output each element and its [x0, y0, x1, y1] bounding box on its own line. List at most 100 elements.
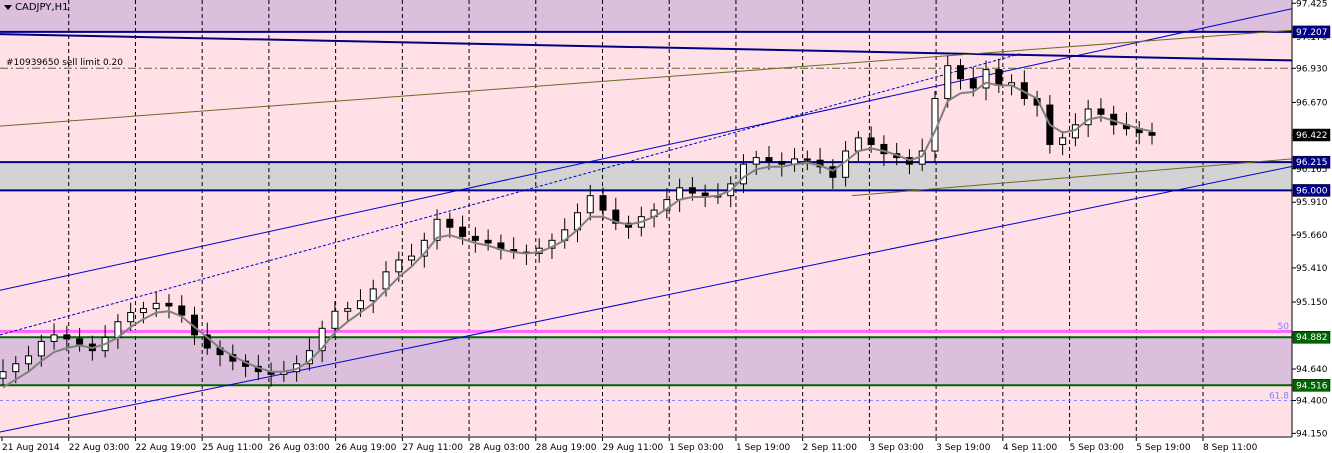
- candle-body: [0, 371, 7, 379]
- candle-body: [663, 199, 671, 211]
- price-tick-label: 96.930: [1296, 64, 1328, 74]
- candle-body: [446, 218, 454, 228]
- candle-body: [395, 259, 403, 273]
- fib-50-band: [0, 329, 1292, 333]
- time-tick-label: 5 Sep 19:00: [1136, 443, 1191, 453]
- price-tick-label: 97.425: [1296, 0, 1328, 9]
- level-tag-94.882-bg: [1292, 330, 1331, 344]
- candle-body: [752, 157, 760, 165]
- candle-body: [459, 226, 467, 237]
- time-tick-label: 26 Aug 03:00: [269, 443, 330, 453]
- zone-2: [0, 337, 1292, 386]
- chart-title: CADJPY,H1: [4, 2, 68, 13]
- level-tag-96.000-bg: [1292, 184, 1331, 197]
- candle-body: [382, 271, 390, 290]
- sell-limit-order-label[interactable]: #10939650 sell limit 0.20: [6, 58, 123, 68]
- candle-body: [612, 209, 620, 224]
- time-tick-label: 29 Aug 11:00: [603, 443, 664, 453]
- candle-body: [676, 187, 684, 201]
- zone-1: [0, 162, 1292, 191]
- candle-body: [344, 308, 352, 312]
- candle-body: [688, 187, 696, 194]
- level-tag-97.207: 97.207: [1296, 28, 1328, 38]
- candle-body: [139, 308, 147, 314]
- price-tick-label: 95.660: [1296, 231, 1328, 241]
- candle-body: [331, 310, 339, 329]
- price-tick-label: 95.910: [1296, 198, 1328, 208]
- candle-body: [25, 355, 33, 365]
- candle-body: [1097, 108, 1105, 115]
- candle-body: [778, 161, 786, 165]
- candle-body: [369, 288, 377, 302]
- price-tick-label: 94.150: [1296, 429, 1328, 439]
- level-tag-94.516: 94.516: [1296, 381, 1328, 391]
- candle-body: [829, 166, 837, 178]
- candle-body: [586, 195, 594, 214]
- price-tick-label: 96.670: [1296, 98, 1328, 108]
- candle-body: [957, 65, 964, 80]
- candle-body: [408, 255, 416, 261]
- price-tick-label: 94.400: [1296, 397, 1328, 407]
- candle-body: [1059, 137, 1067, 145]
- candle-body: [165, 302, 173, 307]
- level-tag-96.215-bg: [1292, 155, 1331, 169]
- time-tick-label: 1 Sep 03:00: [669, 443, 724, 453]
- candle-body: [982, 69, 990, 89]
- price-tick-label: 94.640: [1296, 365, 1328, 375]
- level-tag-97.207-bg: [1292, 25, 1331, 39]
- candle-body: [944, 65, 952, 99]
- time-tick-label: 1 Sep 19:00: [736, 443, 791, 453]
- level-tag-94.882: 94.882: [1296, 333, 1328, 343]
- chart-menu-triangle-icon[interactable]: [4, 5, 12, 10]
- candle-body: [203, 334, 211, 349]
- current-price-tag: 96.422: [1296, 131, 1328, 141]
- trendline-dotted-channel: [0, 53, 1021, 336]
- time-tick-label: 28 Aug 03:00: [469, 443, 530, 453]
- candle-body: [854, 137, 862, 152]
- candle-body: [433, 218, 441, 241]
- candle-body: [318, 327, 326, 352]
- candle-body: [599, 195, 607, 211]
- time-tick-label: 3 Sep 03:00: [869, 443, 924, 453]
- time-tick-label: 8 Sep 11:00: [1203, 443, 1258, 453]
- candle-body: [356, 300, 364, 310]
- candle-body: [152, 302, 160, 310]
- fib-level-label: 50: [1278, 322, 1290, 332]
- candle-body: [969, 78, 977, 89]
- fib-level-label: 61.8: [1269, 392, 1289, 402]
- candle-body: [76, 338, 84, 345]
- candle-body: [739, 163, 747, 185]
- candle-body: [867, 137, 875, 145]
- candle-body: [127, 312, 135, 323]
- trendline-olive-lower: [851, 158, 1293, 197]
- time-tick-label: 2 Sep 11:00: [803, 443, 858, 453]
- time-tick-label: 25 Aug 11:00: [202, 443, 263, 453]
- time-tick-label: 3 Sep 19:00: [936, 443, 991, 453]
- trendline-olive-upper: [0, 29, 1293, 127]
- trendline-channel-lower: [0, 157, 1332, 433]
- chart-title-text: CADJPY,H1: [15, 2, 69, 13]
- current-price-tag-bg: [1292, 128, 1331, 142]
- time-tick-label: 5 Sep 03:00: [1070, 443, 1125, 453]
- candle-body: [12, 363, 20, 373]
- candle-body: [880, 143, 888, 155]
- price-axis-background: [1292, 0, 1332, 453]
- candle-body: [178, 305, 186, 316]
- time-tick-label: 22 Aug 03:00: [69, 443, 130, 453]
- candle-body: [484, 239, 492, 244]
- candle-body: [765, 157, 773, 163]
- level-tag-96.215: 96.215: [1296, 158, 1328, 168]
- time-tick-label: 28 Aug 19:00: [536, 443, 597, 453]
- candle-body: [1084, 108, 1092, 126]
- time-axis-background: [0, 437, 1332, 453]
- candle-body: [63, 334, 71, 340]
- candle-body: [816, 159, 824, 168]
- time-tick-label: 22 Aug 19:00: [135, 443, 196, 453]
- moving-average-line: [2, 81, 1153, 389]
- trendline-channel-upper: [0, 0, 1332, 291]
- price-tick-label: 96.165: [1296, 165, 1328, 175]
- trendline-resistance-desc: [0, 33, 1293, 62]
- price-tick-label: 95.150: [1296, 298, 1328, 308]
